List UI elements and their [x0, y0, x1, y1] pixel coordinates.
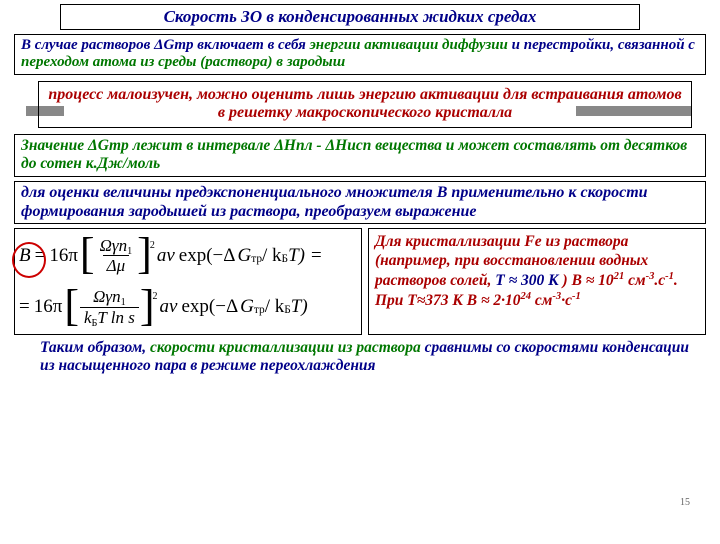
frac1: Ωγn1 Δμ	[96, 237, 137, 274]
bracket-l2: [	[64, 289, 79, 322]
page-number: 15	[680, 497, 690, 508]
p1-b: ΔGтр	[154, 37, 193, 53]
f-dmu: Δμ	[103, 255, 130, 274]
formula-line-1: B = 16π [ Ωγn1 Δμ ] 2 aν exp(−ΔGтр / kБT…	[17, 237, 359, 274]
p1-f: переходом атома из среды (раствора) в за…	[21, 54, 345, 70]
p2-text: процесс малоизучен, можно оценить лишь э…	[48, 86, 681, 122]
f-one1: 1	[127, 246, 132, 257]
f-eq2: =	[17, 296, 32, 318]
f-exp2: exp(−Δ	[179, 296, 240, 318]
formula-line-2: = 16π [ Ωγn1 kБT ln s ] 2 aν exp(−ΔGтр /…	[17, 288, 359, 325]
f-kb1: / k	[262, 245, 282, 267]
f-omega1: Ωγn	[100, 236, 128, 255]
paragraph-3: Значение ΔGтр лежит в интервале ΔHпл - Δ…	[14, 134, 706, 177]
f-pi2: 16π	[32, 296, 65, 318]
f-av2: aν	[158, 296, 180, 318]
p3-b: ΔGтр	[88, 137, 129, 154]
formula-box: B = 16π [ Ωγn1 Δμ ] 2 aν exp(−ΔGтр / kБT…	[14, 228, 362, 335]
p1-e: и перестройки, связанной с	[508, 37, 695, 53]
f-bsub3: Б	[284, 304, 291, 316]
r-g2: -3	[552, 291, 561, 302]
r-c2: 21	[614, 271, 625, 282]
p3-a: Значение	[21, 137, 88, 154]
f-one2: 1	[121, 297, 126, 308]
r-c: ) В ≈ 10	[559, 272, 614, 289]
f-b: скорости кристаллизации из раствора	[150, 339, 421, 356]
p4-text: для оценки величины предэкспоненциальног…	[21, 184, 648, 220]
paragraph-1: В случае растворов ΔGтр включает в себя …	[14, 34, 706, 75]
f-G2: G	[240, 296, 254, 318]
r-g: см	[531, 292, 552, 309]
f-tr1: тр	[251, 253, 262, 265]
r-e2: -1	[665, 271, 674, 282]
r-d: см	[624, 272, 645, 289]
title-text: Скорость ЗО в конденсированных жидких ср…	[164, 7, 537, 26]
p3-c: лежит в интервале	[129, 137, 274, 154]
r-b: T ≈ 300 К	[495, 272, 558, 289]
r-h: ·с	[561, 292, 572, 309]
sq1: 2	[150, 243, 155, 249]
f-lns: T ln s	[97, 308, 135, 327]
frac2: Ωγn1 kБT ln s	[80, 288, 139, 325]
paragraph-4: для оценки величины предэкспоненциальног…	[14, 181, 706, 224]
r-e: .с	[654, 272, 665, 289]
f-close: T)	[291, 296, 308, 318]
sq2: 2	[153, 294, 158, 300]
p1-d: энергии активации диффузии	[310, 37, 508, 53]
f-a: Таким образом,	[40, 339, 150, 356]
f-bsub2: Б	[92, 318, 98, 329]
p1-a: В случае растворов	[21, 37, 154, 53]
r-f2: 24	[521, 291, 532, 302]
f-eq1: =	[33, 245, 48, 267]
formula-wrap: B = 16π [ Ωγn1 Δμ ] 2 aν exp(−ΔGтр / kБT…	[14, 228, 362, 335]
f-exp1: exp(−Δ	[177, 245, 238, 267]
right-box: Для кристаллизации Fe из раствора (напри…	[368, 228, 706, 335]
f-kbt: k	[84, 308, 92, 327]
formula-row: B = 16π [ Ωγn1 Δμ ] 2 aν exp(−ΔGтр / kБT…	[14, 228, 706, 335]
p1-c: включает в себя	[194, 37, 310, 53]
paragraph-2: процесс малоизучен, можно оценить лишь э…	[38, 81, 692, 128]
footer-paragraph: Таким образом, скорости кристаллизации и…	[40, 339, 706, 376]
p3-d: ΔHпл - ΔHисп	[274, 137, 371, 154]
r-h2: -1	[572, 291, 581, 302]
f-av1: aν	[155, 245, 177, 267]
f-T1: T) =	[288, 245, 322, 267]
f-B: B	[17, 245, 33, 267]
title-box: Скорость ЗО в конденсированных жидких ср…	[60, 4, 640, 30]
f-kb2: / k	[265, 296, 285, 318]
bracket-l1: [	[80, 237, 95, 270]
f-pi1: 16π	[47, 245, 80, 267]
f-tr2: тр	[254, 304, 265, 316]
f-omega2: Ωγn	[93, 287, 121, 306]
f-bsub1: Б	[282, 253, 289, 265]
f-G1: G	[237, 245, 251, 267]
